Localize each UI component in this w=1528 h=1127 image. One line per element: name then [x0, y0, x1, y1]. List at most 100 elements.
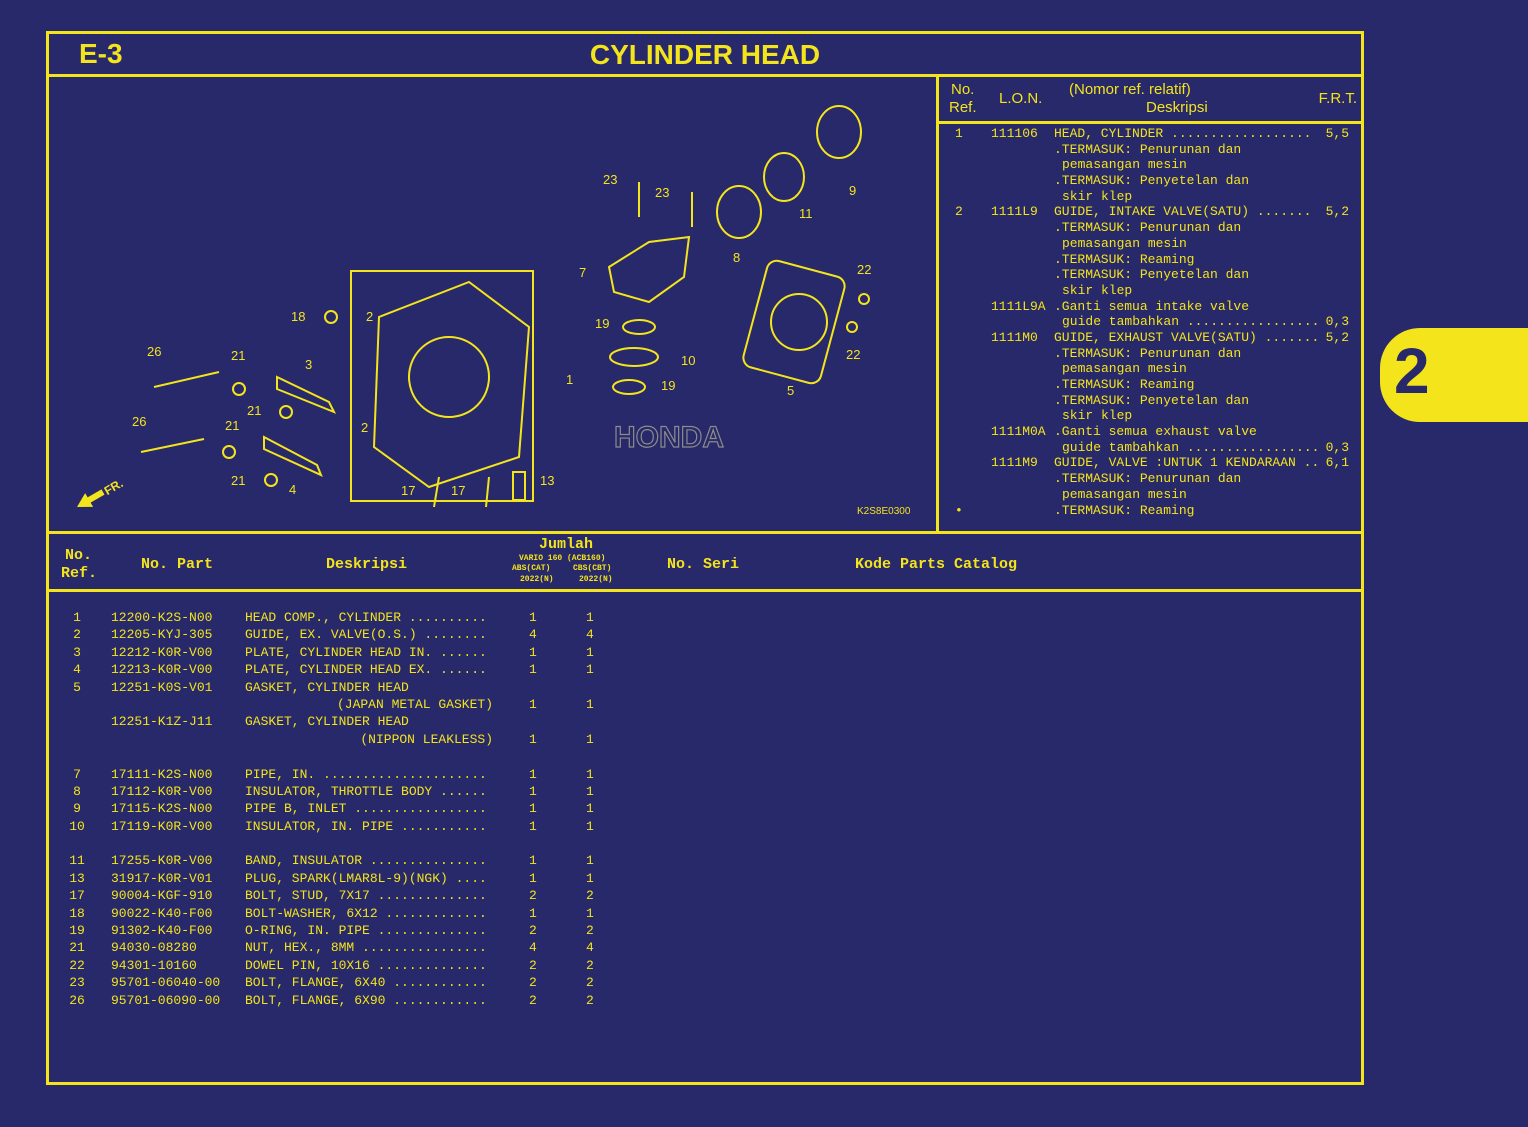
frt-desc: .TERMASUK: Penurunan dan — [1054, 220, 1242, 236]
ref-cell: 22 — [69, 957, 85, 973]
callout-label: 23 — [655, 185, 669, 200]
parts-table-body: 1 12200-K2S-N00 HEAD COMP., CYLINDER .....… — [49, 609, 1361, 1026]
frt-desc: .TERMASUK: Reaming — [1054, 377, 1195, 392]
qty-cbs-cell: 1 — [586, 610, 594, 625]
callout-label: 1 — [566, 372, 573, 387]
qty-abs-cell: 1 — [529, 731, 537, 747]
frt-desc: .TERMASUK: Reaming — [1054, 251, 1195, 267]
part-number-cell: 17119-K0R-V00 — [111, 818, 213, 834]
ref-cell: 23 — [69, 975, 85, 991]
part-number-cell: 94030-08280 — [111, 940, 197, 956]
frt-line: 2 1111L9 GUIDE, INTAKE VALVE(SATU) .......… — [939, 204, 1361, 220]
description-cell: BOLT, FLANGE, 6X90 ............ — [245, 992, 487, 1008]
page-title: CYLINDER HEAD — [589, 39, 821, 70]
qty-header: Jumlah — [539, 536, 594, 553]
table-row: 10 17119-K0R-V00 INSULATOR, IN. PIPE .....… — [49, 818, 1361, 835]
frt-ref: 2 — [955, 204, 963, 220]
table-row: 23 95701-06040-00 BOLT, FLANGE, 6X40 .....… — [49, 974, 1361, 991]
part-number-cell: 90004-KGF-910 — [111, 888, 213, 904]
ref-cell: 8 — [73, 783, 81, 799]
description-cell: PIPE, IN. ..................... — [245, 766, 487, 782]
section-tab[interactable]: 2 — [1380, 328, 1528, 422]
qty-abs-cell: 4 — [529, 627, 537, 643]
frt-value: 5,2 — [1325, 204, 1349, 220]
row-group: 1 12200-K2S-N00 HEAD COMP., CYLINDER .....… — [49, 609, 1361, 748]
honda-watermark: HONDA — [614, 421, 724, 454]
callout-label: 19 — [661, 378, 675, 393]
qty-abs-cell: 2 — [529, 957, 537, 973]
frt-ref-header-1: No. — [951, 81, 975, 98]
frt-desc: pemasangan mesin — [1062, 157, 1187, 173]
qty-abs-cell: 1 — [529, 905, 537, 921]
qty-cbs-cell: 1 — [586, 766, 594, 782]
frt-line: .TERMASUK: Penurunan dan — [939, 346, 1361, 362]
description-cell: BOLT, FLANGE, 6X40 ............ — [245, 975, 487, 991]
frt-lon: 1111M0 — [991, 329, 1038, 345]
part-header: No. Part — [141, 556, 214, 573]
frt-value: 6,1 — [1325, 455, 1349, 471]
desc-header: Deskripsi — [326, 556, 408, 573]
qty-cbs-cell: 1 — [586, 731, 594, 747]
qty-abs-cell: 1 — [529, 853, 537, 869]
table-row: 3 12212-K0R-V00 PLATE, CYLINDER HEAD IN. .… — [49, 644, 1361, 661]
part-number-cell: 91302-K40-F00 — [111, 923, 213, 939]
description-cell: PLATE, CYLINDER HEAD IN. ...... — [245, 644, 487, 660]
callout-label: 22 — [846, 347, 860, 362]
table-row: 12251-K1Z-J11 GASKET, CYLINDER HEAD — [49, 713, 1361, 730]
frt-line: • .TERMASUK: Reaming — [939, 503, 1361, 519]
callout-label: 19 — [595, 316, 609, 331]
callout-label: 23 — [603, 172, 617, 187]
callout-label: 4 — [289, 482, 296, 497]
frt-value: 5,5 — [1325, 126, 1349, 141]
pipe-in-part — [607, 235, 691, 304]
frt-frt-header: F.R.T. — [1318, 90, 1357, 107]
variant-header-2: CBS(CBT) — [573, 564, 612, 573]
table-row: 19 91302-K40-F00 O-RING, IN. PIPE ........… — [49, 922, 1361, 939]
table-row: 22 94301-10160 DOWEL PIN, 10X16 ..........… — [49, 957, 1361, 974]
frt-line: 1111M0A .Ganti semua exhaust valve — [939, 424, 1361, 440]
frt-line: .TERMASUK: Penyetelan dan — [939, 173, 1361, 189]
qty-cbs-cell: 2 — [586, 957, 594, 973]
frt-line: skir klep — [939, 408, 1361, 424]
ref-cell: 17 — [69, 888, 85, 904]
part-number-cell: 12205-KYJ-305 — [111, 627, 213, 643]
part-number-cell: 17112-K0R-V00 — [111, 783, 213, 799]
qty-abs-cell: 1 — [529, 870, 537, 886]
frt-line: guide tambahkan ................. 0,3 — [939, 440, 1361, 456]
qty-abs-cell: 4 — [529, 940, 537, 956]
qty-cbs-cell: 1 — [586, 801, 594, 817]
frt-desc: guide tambahkan ................. — [1062, 314, 1320, 330]
ref-cell: 10 — [69, 818, 85, 834]
frt-desc: pemasangan mesin — [1062, 361, 1187, 377]
description-cell: PLUG, SPARK(LMAR8L-9)(NGK) .... — [245, 870, 487, 886]
part-number-cell: 17255-K0R-V00 — [111, 853, 213, 869]
ref-cell: 11 — [69, 853, 85, 869]
table-row: 8 17112-K0R-V00 INSULATOR, THROTTLE BODY .… — [49, 783, 1361, 800]
ref-cell: 21 — [69, 940, 85, 956]
front-arrow: FR. — [77, 476, 125, 507]
qty-cbs-cell: 1 — [586, 783, 594, 799]
description-cell: GUIDE, EX. VALVE(O.S.) ........ — [245, 627, 487, 643]
frt-desc: guide tambahkan ................. — [1062, 439, 1320, 455]
qty-abs-cell: 2 — [529, 923, 537, 939]
qty-cbs-cell: 2 — [586, 975, 594, 991]
description-cell: DOWEL PIN, 10X16 .............. — [245, 957, 487, 973]
frt-line: .TERMASUK: Penurunan dan — [939, 220, 1361, 236]
qty-cbs-cell: 4 — [586, 940, 594, 956]
callout-label: 3 — [305, 357, 312, 372]
frt-line: skir klep — [939, 283, 1361, 299]
qty-cbs-cell: 2 — [586, 992, 594, 1008]
callout-label: 26 — [147, 344, 161, 359]
callout-label: 17 — [401, 483, 415, 498]
cylinder-head-part — [372, 280, 531, 489]
frt-desc: .TERMASUK: Penurunan dan — [1054, 345, 1242, 361]
description-cell: INSULATOR, THROTTLE BODY ...... — [245, 783, 487, 799]
part-number-cell: 95701-06090-00 — [111, 992, 221, 1008]
frt-desc: .TERMASUK: Penyetelan dan — [1054, 392, 1250, 408]
callout-label: 9 — [849, 183, 856, 198]
frt-value: 5,2 — [1325, 329, 1349, 345]
ref-cell: 26 — [69, 992, 85, 1008]
gasket-part — [742, 259, 846, 385]
description-cell: INSULATOR, IN. PIPE ........... — [245, 818, 487, 834]
frt-line: pemasangan mesin — [939, 487, 1361, 503]
